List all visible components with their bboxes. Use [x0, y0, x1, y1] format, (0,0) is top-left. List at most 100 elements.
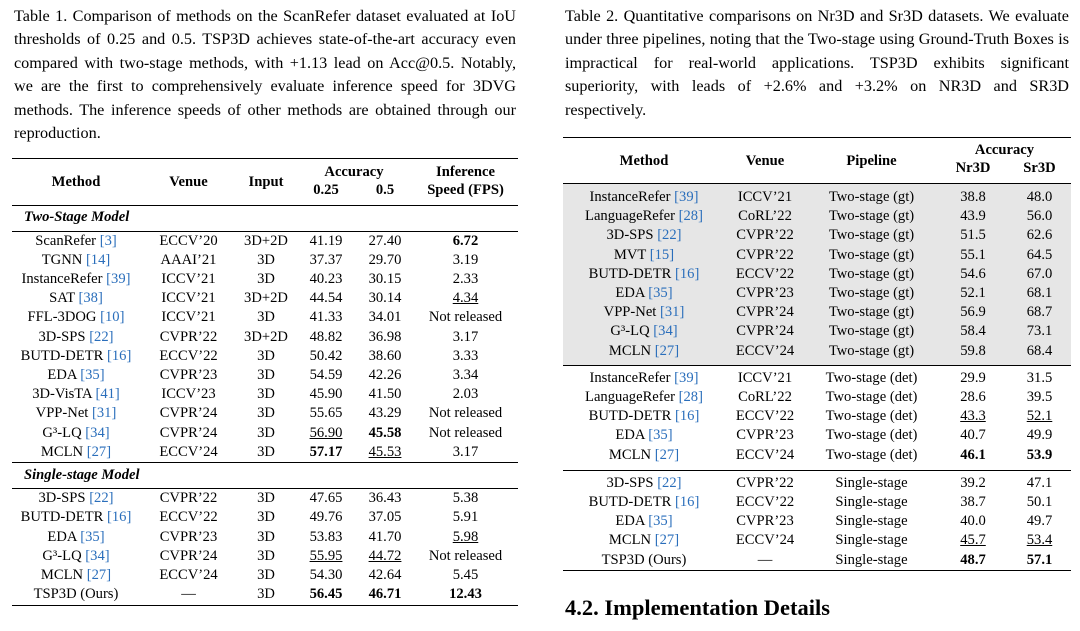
fps-cell: 2.33 — [452, 271, 479, 288]
venue-cell: CoRL’22 — [738, 389, 792, 406]
acc05-cell: 29.70 — [368, 251, 402, 268]
method-cell: LanguageRefer [28] — [563, 388, 725, 407]
method-cell: BUTD-DETR [16] — [12, 508, 140, 527]
method-cell: BUTD-DETR [16] — [563, 264, 725, 285]
citation-link[interactable]: [16] — [675, 408, 700, 425]
method-cell: MCLN [27] — [12, 566, 140, 585]
input-cell: 3D — [257, 443, 275, 460]
acc05-cell: 37.05 — [368, 509, 402, 526]
citation-link[interactable]: [16] — [675, 265, 700, 282]
citation-link[interactable]: [27] — [86, 567, 112, 584]
venue-cell: ICCV’23 — [161, 386, 216, 403]
method-name: G³-LQ — [42, 547, 82, 564]
acc025-cell: 40.23 — [309, 271, 343, 288]
fps-cell: 5.98 — [452, 528, 479, 545]
table-row: MCLN [27] ECCV’24 3D 57.17 45.53 3.17 — [12, 443, 518, 463]
citation-link[interactable]: [27] — [86, 443, 112, 460]
acc025-cell: 55.95 — [309, 547, 343, 564]
method-name: EDA — [47, 367, 77, 384]
citation-link[interactable]: [39] — [106, 271, 131, 288]
citation-link[interactable]: [35] — [80, 367, 105, 384]
acc05-cell: 41.50 — [368, 386, 402, 403]
acc05-cell: 45.53 — [368, 443, 402, 460]
citation-link[interactable]: [28] — [678, 389, 703, 406]
citation-link[interactable]: [39] — [674, 369, 699, 386]
method-cell: 3D-SPS [22] — [563, 226, 725, 246]
citation-link[interactable]: [35] — [648, 427, 673, 444]
venue-cell: ICCV’21 — [161, 271, 216, 288]
table-row: BUTD-DETR [16] ECCV’22 3D 49.76 37.05 5.91 — [12, 508, 518, 527]
citation-link[interactable]: [16] — [675, 494, 700, 511]
table-row: LanguageRefer [28] CoRL’22 Two-stage (gt) 4… — [563, 207, 1071, 227]
method-name: InstanceRefer — [589, 369, 671, 386]
citation-link[interactable]: [28] — [678, 208, 703, 225]
table-row: G³-LQ [34] CVPR’24 3D 55.95 44.72 Not release… — [12, 547, 518, 566]
table-row: EDA [35] CVPR’23 3D 54.59 42.26 3.34 — [12, 366, 518, 385]
venue-cell: ECCV’24 — [735, 446, 795, 463]
input-cell: 3D — [257, 586, 275, 603]
method-cell: FFL-3DOG [10] — [12, 308, 140, 327]
venue-cell: CVPR’23 — [159, 528, 218, 545]
pipeline-cell: Two-stage (gt) — [805, 226, 938, 246]
input-cell: 3D+2D — [244, 290, 288, 307]
citation-link[interactable]: [15] — [649, 246, 675, 263]
acc05-cell: 46.71 — [368, 586, 402, 603]
citation-link[interactable]: [16] — [107, 347, 132, 364]
table-row: TSP3D (Ours) — 3D 56.45 46.71 12.43 — [12, 585, 518, 605]
citation-link[interactable]: [35] — [80, 528, 105, 545]
citation-link[interactable]: [27] — [654, 446, 680, 463]
fps-cell: 12.43 — [449, 586, 482, 603]
citation-link[interactable]: [22] — [89, 490, 114, 507]
citation-link[interactable]: [10] — [100, 309, 125, 326]
nr3d-cell: 38.8 — [938, 183, 1008, 208]
table1-two-stage-group: Two-Stage Model ScanRefer [3] ECCV’20 3D+2… — [12, 205, 518, 463]
method-name: BUTD-DETR — [588, 408, 672, 425]
citation-link[interactable]: [34] — [653, 323, 678, 340]
venue-cell: ECCV’22 — [159, 509, 218, 526]
venue-cell: CVPR’22 — [725, 245, 805, 265]
fps-cell: 5.45 — [452, 567, 479, 584]
citation-link[interactable]: [38] — [78, 290, 103, 307]
citation-link[interactable]: [31] — [92, 405, 117, 422]
input-cell: 3D — [257, 567, 275, 584]
venue-cell: ICCV’21 — [161, 309, 216, 326]
citation-link[interactable]: [31] — [660, 304, 685, 321]
method-name: MCLN — [608, 446, 652, 463]
citation-link[interactable]: [34] — [85, 424, 110, 441]
method-name: TSP3D (Ours) — [33, 586, 119, 603]
acc05-cell: 42.26 — [368, 367, 402, 384]
table-row: BUTD-DETR [16] ECCV’22 Two-stage (det) 43.3… — [563, 407, 1071, 426]
table2-header-pipeline: Pipeline — [805, 137, 938, 185]
venue-cell: CoRL’22 — [725, 207, 805, 227]
citation-link[interactable]: [27] — [654, 342, 680, 359]
table1-header-venue: Venue — [140, 158, 237, 207]
table1-section-single-stage: Single-stage Model — [12, 462, 518, 490]
table2-header-nr3d: Nr3D — [938, 159, 1008, 185]
nr3d-cell: 38.7 — [960, 494, 986, 511]
citation-link[interactable]: [22] — [657, 227, 682, 244]
sr3d-cell: 73.1 — [1008, 322, 1071, 342]
citation-link[interactable]: [14] — [85, 251, 111, 268]
method-cell: EDA [35] — [12, 528, 140, 547]
citation-link[interactable]: [22] — [657, 474, 682, 491]
sr3d-cell: 49.7 — [1026, 513, 1053, 530]
citation-link[interactable]: [34] — [85, 547, 110, 564]
citation-link[interactable]: [3] — [99, 232, 117, 249]
venue-cell: ECCV’20 — [159, 232, 218, 249]
method-name: BUTD-DETR — [20, 509, 104, 526]
sr3d-cell: 31.5 — [1008, 364, 1071, 389]
citation-link[interactable]: [27] — [654, 532, 680, 549]
citation-link[interactable]: [22] — [89, 328, 114, 345]
citation-link[interactable]: [16] — [107, 509, 132, 526]
input-cell: 3D — [257, 347, 275, 364]
nr3d-cell: 43.3 — [960, 408, 986, 425]
method-name: BUTD-DETR — [588, 265, 672, 282]
citation-link[interactable]: [35] — [648, 513, 673, 530]
acc025-cell: 37.37 — [309, 251, 343, 268]
citation-link[interactable]: [35] — [648, 285, 673, 302]
citation-link[interactable]: [41] — [95, 386, 120, 403]
fps-cell: Not released — [428, 405, 503, 422]
citation-link[interactable]: [39] — [674, 189, 699, 206]
table-row: MCLN [27] ECCV’24 Single-stage 45.7 53.4 — [563, 531, 1071, 550]
table-row: EDA [35] CVPR’23 Two-stage (det) 40.7 49.9 — [563, 426, 1071, 445]
